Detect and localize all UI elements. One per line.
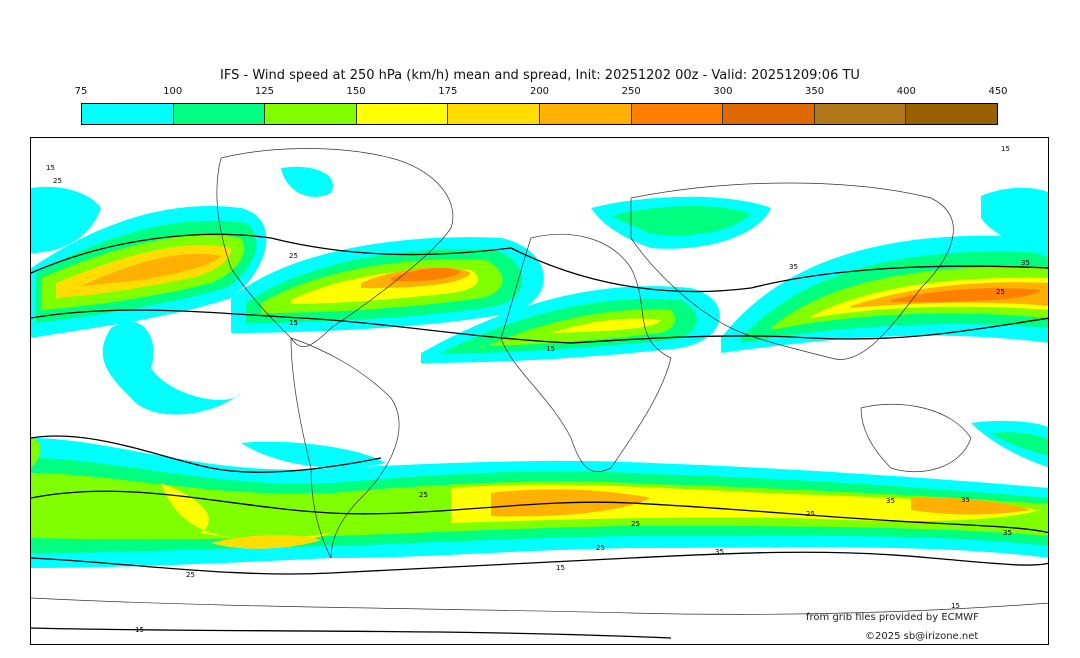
contour-label: 35 bbox=[886, 497, 895, 505]
wind-speed-map: 15 25 25 15 15 35 25 35 15 25 25 25 35 3… bbox=[30, 137, 1049, 645]
colorbar-swatch bbox=[82, 104, 174, 124]
colorbar-swatch bbox=[814, 104, 907, 124]
contour-label: 35 bbox=[789, 263, 798, 271]
contour-label: 35 bbox=[1003, 529, 1012, 537]
contour-label: 15 bbox=[289, 319, 298, 327]
mean-contours bbox=[31, 233, 1048, 639]
colorbar-swatch bbox=[265, 104, 357, 124]
colorbar bbox=[81, 103, 998, 125]
contour-label: 15 bbox=[951, 602, 960, 610]
contour-labels: 15 25 25 15 15 35 25 35 15 25 25 25 35 3… bbox=[46, 145, 1030, 634]
jet-stream-fills bbox=[31, 166, 1048, 568]
contour-label: 25 bbox=[186, 571, 195, 579]
contour-label: 25 bbox=[631, 520, 640, 528]
colorbar-tick: 175 bbox=[438, 86, 458, 97]
contour-label: 25 bbox=[996, 288, 1005, 296]
contour-label: 25 bbox=[289, 252, 298, 260]
contour-label: 25 bbox=[806, 510, 815, 518]
contour-label: 25 bbox=[596, 544, 605, 552]
contour-label: 15 bbox=[556, 564, 565, 572]
colorbar-swatch bbox=[539, 104, 632, 124]
colorbar-tick: 400 bbox=[896, 86, 916, 97]
colorbar-tick: 450 bbox=[988, 86, 1008, 97]
colorbar-tick: 200 bbox=[529, 86, 550, 97]
chart-title: IFS - Wind speed at 250 hPa (km/h) mean … bbox=[220, 68, 860, 83]
colorbar-tick: 75 bbox=[74, 86, 88, 97]
contour-label: 25 bbox=[53, 177, 62, 185]
colorbar-tick: 350 bbox=[805, 86, 825, 97]
contour-label: 15 bbox=[1001, 145, 1010, 153]
contour-label: 15 bbox=[46, 164, 55, 172]
colorbar-ticks: 75 100 125 150 175 200 250 300 350 400 4… bbox=[75, 86, 1008, 100]
coastlines bbox=[31, 148, 1048, 615]
contour-label: 35 bbox=[961, 496, 970, 504]
contour-label: 35 bbox=[715, 548, 724, 556]
colorbar-tick: 250 bbox=[621, 86, 641, 97]
colorbar-swatch bbox=[723, 104, 815, 124]
contour-label: 15 bbox=[546, 345, 555, 353]
colorbar-tick: 300 bbox=[713, 86, 733, 97]
colorbar-swatch bbox=[906, 104, 997, 124]
colorbar-swatch bbox=[631, 104, 724, 124]
colorbar-swatch bbox=[356, 104, 449, 124]
copyright: ©2025 sb@irizone.net bbox=[865, 631, 979, 642]
contour-label: 35 bbox=[1021, 259, 1030, 267]
colorbar-swatch bbox=[173, 104, 266, 124]
contour-label: 15 bbox=[135, 626, 144, 634]
source-credit: from grib files provided by ECMWF bbox=[806, 612, 979, 623]
colorbar-tick: 100 bbox=[163, 86, 183, 97]
contour-label: 25 bbox=[419, 491, 428, 499]
colorbar-swatch bbox=[448, 104, 540, 124]
colorbar-tick: 125 bbox=[254, 86, 274, 97]
colorbar-tick: 150 bbox=[346, 86, 366, 97]
